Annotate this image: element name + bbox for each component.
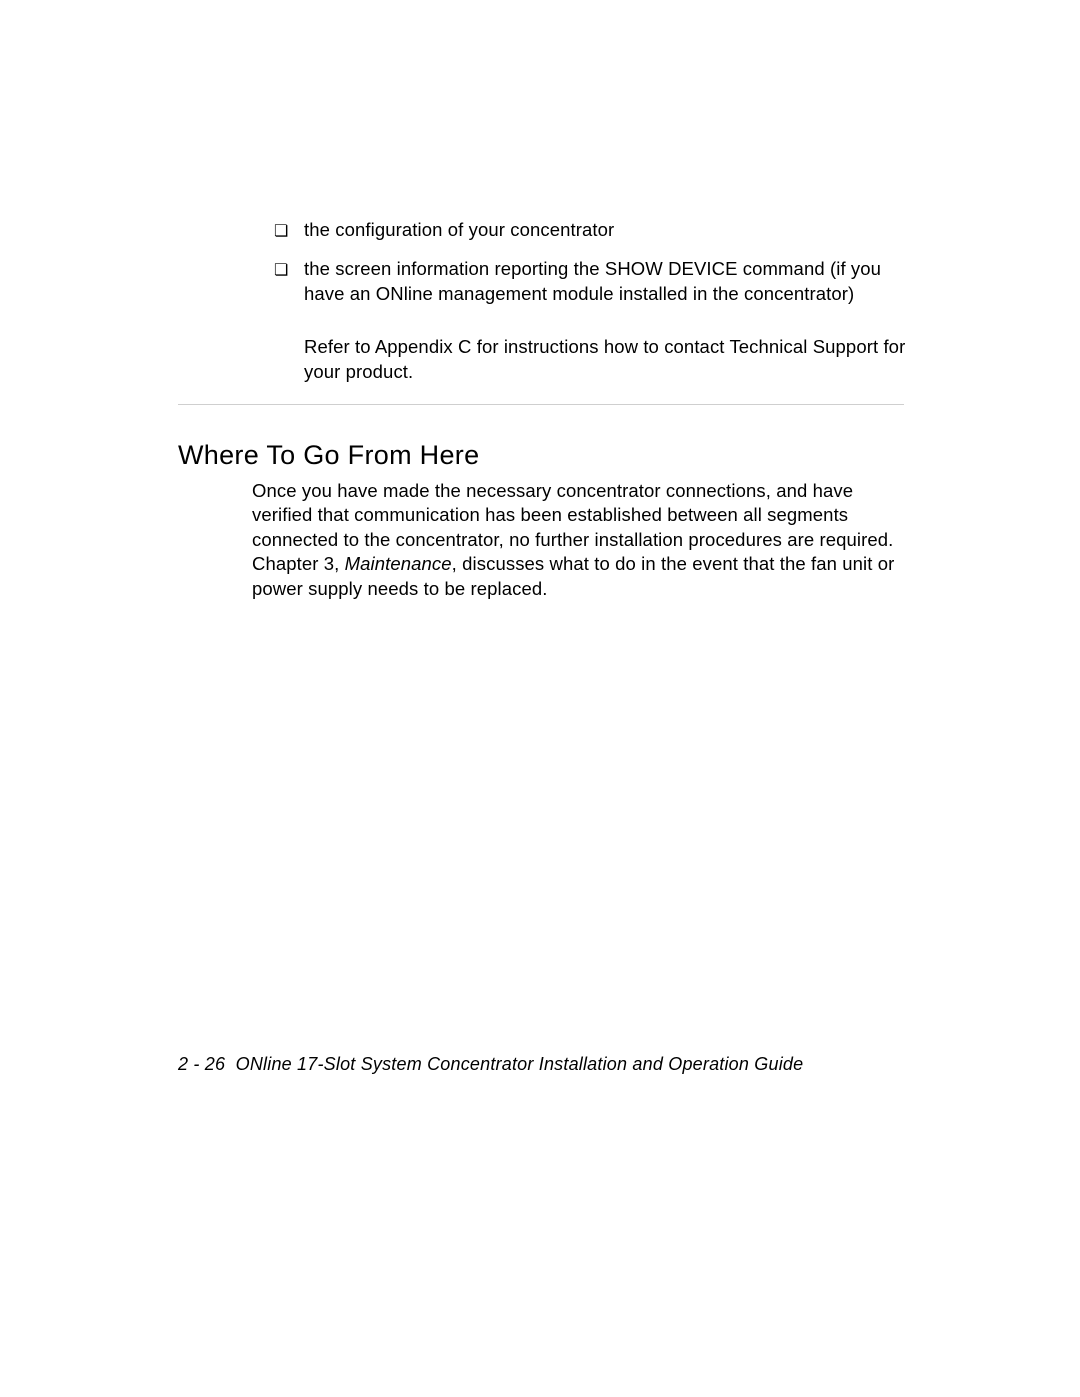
- bullet-list: ❏ the configuration of your concentrator…: [274, 218, 910, 307]
- top-content-block: ❏ the configuration of your concentrator…: [274, 218, 910, 385]
- list-item-text: the screen information reporting the SHO…: [304, 258, 881, 304]
- page-footer: 2 - 26 ONline 17-Slot System Concentrato…: [178, 1054, 904, 1075]
- footer-page-ref: 2 - 26: [178, 1054, 225, 1074]
- list-item: ❏ the configuration of your concentrator: [274, 218, 910, 243]
- section-divider: [178, 404, 904, 405]
- section-body-italic: Maintenance: [345, 553, 452, 574]
- bullet-marker-icon: ❏: [274, 221, 288, 243]
- list-item: ❏ the screen information reporting the S…: [274, 257, 910, 307]
- section-body: Once you have made the necessary concent…: [252, 479, 906, 602]
- footer-title: ONline 17-Slot System Concentrator Insta…: [236, 1054, 804, 1074]
- list-item-text: the configuration of your concentrator: [304, 219, 614, 240]
- refer-paragraph: Refer to Appendix C for instructions how…: [304, 335, 910, 385]
- bullet-marker-icon: ❏: [274, 260, 288, 282]
- section-heading: Where To Go From Here: [178, 440, 479, 471]
- document-page: ❏ the configuration of your concentrator…: [0, 0, 1080, 1397]
